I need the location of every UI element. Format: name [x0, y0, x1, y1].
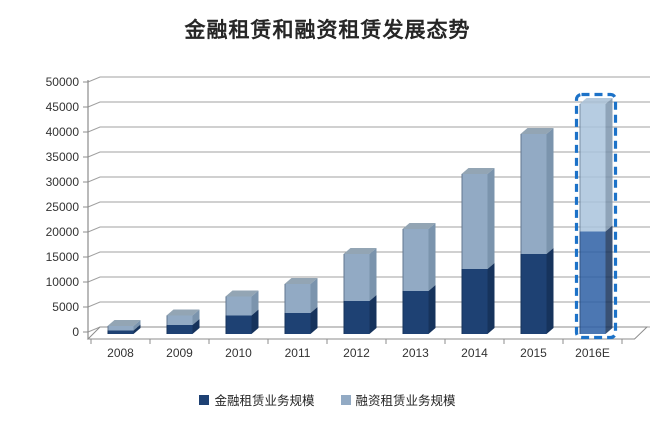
gridline-20000	[87, 226, 650, 233]
bar-2016E-segment-financial-leasing	[579, 231, 606, 334]
bar-2016E-side-light	[605, 98, 613, 232]
y-tick-label: 30000	[46, 175, 80, 189]
legend-swatch-dark-icon	[199, 394, 210, 405]
bar-2010-side-dark	[251, 309, 259, 334]
bar-2009-segment-finance-leasing	[166, 315, 193, 325]
bar-2011-side-light	[310, 278, 318, 313]
y-tick-label: 10000	[46, 275, 80, 289]
bar-2010-side-light	[251, 290, 259, 316]
gridline-25000	[87, 201, 650, 208]
x-category-label: 2010	[225, 346, 252, 360]
bar-2008-side-dark	[133, 324, 141, 334]
bar-2009-side-dark	[192, 319, 200, 334]
bar-2008-segment-finance-leasing	[107, 326, 134, 331]
bar-2015-segment-financial-leasing	[520, 254, 547, 334]
bar-2016E-cap	[579, 98, 613, 104]
legend-swatch-light-icon	[340, 394, 351, 405]
bar-2012-side-dark	[369, 295, 377, 334]
y-tick-label: 25000	[46, 200, 80, 214]
bar-2012-segment-finance-leasing	[343, 254, 370, 301]
x-category-label: 2014	[461, 346, 488, 360]
bar-2008-cap	[107, 320, 141, 326]
bar-2015-segment-finance-leasing	[520, 134, 547, 254]
bar-2013-segment-financial-leasing	[402, 291, 429, 334]
bar-2011-side-dark	[310, 307, 318, 334]
x-category-label: 2009	[166, 346, 193, 360]
x-category-label: 2008	[107, 346, 134, 360]
bar-2014-segment-financial-leasing	[461, 269, 488, 334]
gridline-35000	[87, 151, 650, 158]
y-tick-label: 15000	[46, 250, 80, 264]
y-tick-label: 0	[72, 325, 79, 339]
bar-2009-cap	[166, 309, 200, 316]
bar-2009-side-light	[192, 309, 200, 325]
legend-item-financial-leasing: 金融租赁业务规模	[199, 390, 315, 409]
bar-2013-segment-finance-leasing	[402, 229, 429, 291]
bar-2011-cap	[284, 278, 318, 284]
bar-2015-side-light	[546, 128, 554, 254]
x-category-label: 2015	[520, 346, 547, 360]
x-category-label: 2016E	[575, 346, 610, 360]
legend-item-finance-leasing: 融资租赁业务规模	[340, 390, 456, 409]
bar-2013-side-light	[428, 223, 436, 291]
bar-2013-side-dark	[428, 285, 436, 334]
bar-2015-side-dark	[546, 248, 554, 334]
bar-2008-side-light	[133, 320, 141, 331]
bar-2010-segment-financial-leasing	[225, 315, 252, 334]
gridline-30000	[87, 176, 650, 183]
legend-label-finance-leasing: 融资租赁业务规模	[355, 394, 456, 408]
bar-2015-cap	[520, 128, 554, 134]
y-tick-label: 20000	[46, 225, 80, 239]
y-tick-label: 50000	[46, 75, 80, 89]
bar-2014-side-dark	[487, 263, 495, 334]
y-tick-label: 35000	[46, 150, 80, 164]
gridline-50000	[87, 76, 650, 83]
gridline-40000	[87, 126, 650, 133]
x-category-label: 2012	[343, 346, 370, 360]
y-tick-label: 5000	[52, 300, 79, 314]
bar-2011-segment-financial-leasing	[284, 313, 311, 334]
bar-2013-cap	[402, 223, 436, 229]
chart-legend: 金融租赁业务规模 融资租赁业务规模	[0, 390, 655, 409]
bar-2010-cap	[225, 290, 259, 297]
bar-2008-segment-financial-leasing	[107, 330, 134, 334]
bar-2010-segment-finance-leasing	[225, 296, 252, 316]
bar-2014-cap	[461, 168, 495, 174]
bar-2014-side-light	[487, 168, 495, 269]
bar-2016E-side-dark	[605, 225, 613, 334]
bar-2014-segment-finance-leasing	[461, 174, 488, 269]
bar-2011-segment-finance-leasing	[284, 284, 311, 313]
y-tick-label: 40000	[46, 125, 80, 139]
x-category-label: 2013	[402, 346, 429, 360]
y-tick-label: 45000	[46, 100, 80, 114]
bar-2012-cap	[343, 248, 377, 254]
bar-2012-side-light	[369, 248, 377, 301]
bar-2012-segment-financial-leasing	[343, 301, 370, 334]
x-category-label: 2011	[285, 346, 311, 360]
chart-title: 金融租赁和融资租赁发展态势	[184, 19, 471, 42]
bar-2016E-segment-finance-leasing	[579, 104, 606, 232]
bar-2009-segment-financial-leasing	[166, 325, 193, 334]
legend-label-financial-leasing: 金融租赁业务规模	[214, 394, 315, 408]
bar-2016E-forecast-dashed-outline	[574, 92, 618, 340]
gridline-45000	[87, 101, 650, 108]
